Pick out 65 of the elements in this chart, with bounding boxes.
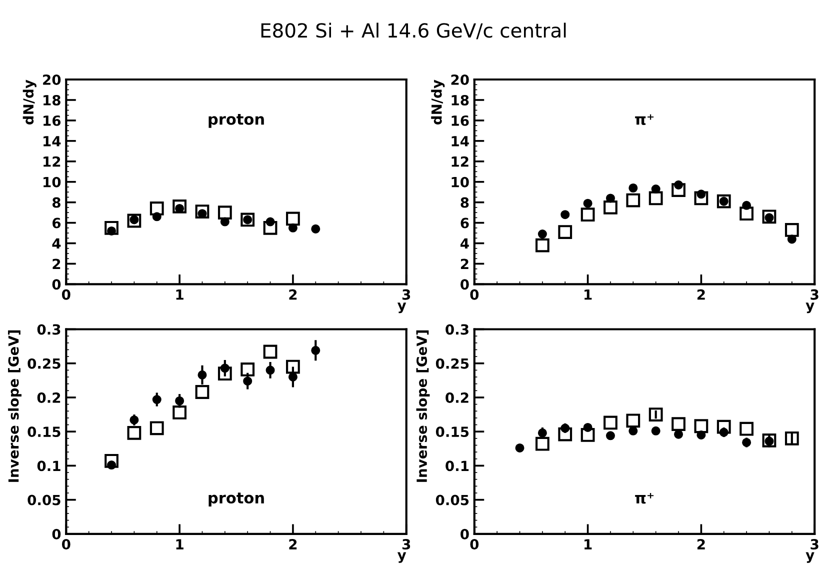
annotation: proton [208, 114, 264, 128]
x-tick-label: 1 [584, 289, 592, 300]
y-tick-label: 0 [52, 528, 61, 540]
x-tick-label: 3 [810, 539, 818, 550]
x-axis-title: y [806, 302, 814, 314]
x-tick-label: 0 [470, 289, 479, 300]
y-tick-label: 14 [44, 136, 61, 146]
y-tick-label: 2 [52, 258, 60, 270]
y-tick-label: 0.3 [446, 324, 468, 335]
y-tick-label: 0 [460, 279, 469, 290]
y-tick-label: 0 [460, 528, 469, 540]
y-tick-label: 0.25 [28, 358, 60, 369]
annotation: π⁺ [635, 114, 654, 125]
y-tick-label: 0.1 [37, 460, 60, 472]
y-tick-label: 0.05 [28, 494, 60, 506]
y-tick-label: 8 [52, 197, 60, 208]
x-tick-label: 1 [176, 539, 184, 550]
y-tick-label: 20 [451, 74, 469, 85]
x-tick-label: 2 [697, 539, 705, 550]
y-tick-label: 0.3 [37, 324, 60, 335]
y-tick-label: 0.2 [37, 392, 60, 403]
y-tick-label: 20 [43, 74, 61, 85]
x-axis-title: y [397, 302, 406, 314]
y-tick-label: 0.25 [436, 358, 469, 369]
y-axis-title: dN/dy [22, 80, 36, 125]
x-tick-label: 0 [470, 539, 479, 550]
x-tick-label: 0 [62, 539, 70, 550]
annotation: π⁺ [635, 492, 654, 504]
x-axis-title: y [397, 552, 406, 563]
y-tick-label: 18 [44, 94, 60, 106]
x-tick-label: 2 [289, 539, 297, 550]
chart-title: E802 Si + Al 14.6 GeV/c central [261, 22, 566, 40]
annotation: proton [208, 492, 264, 507]
y-tick-label: 0.15 [436, 426, 469, 438]
y-tick-label: 16 [452, 115, 469, 126]
y-tick-label: 4 [460, 238, 469, 249]
y-axis-title: Inverse slope [GeV] [8, 330, 22, 482]
y-axis-title: Inverse slope [GeV] [416, 330, 430, 482]
y-tick-label: 0 [52, 279, 61, 290]
y-axis-title: dN/dy [431, 80, 445, 125]
y-tick-label: 12 [44, 156, 60, 167]
y-tick-label: 18 [452, 94, 469, 106]
y-tick-label: 14 [452, 136, 469, 146]
x-tick-label: 3 [810, 289, 818, 300]
y-tick-label: 6 [460, 218, 469, 228]
x-tick-label: 3 [402, 289, 410, 300]
x-tick-label: 1 [176, 289, 184, 300]
y-tick-label: 0.1 [446, 460, 469, 472]
x-tick-label: 0 [62, 289, 70, 300]
y-tick-label: 6 [52, 218, 61, 228]
x-tick-label: 3 [402, 539, 410, 550]
y-tick-label: 10 [44, 176, 61, 188]
y-tick-label: 16 [44, 115, 61, 126]
y-tick-label: 10 [452, 176, 469, 188]
x-axis-title: y [806, 552, 814, 563]
y-tick-label: 2 [460, 258, 468, 270]
y-tick-label: 0.2 [446, 392, 468, 403]
x-tick-label: 1 [584, 539, 592, 550]
y-tick-label: 4 [52, 238, 61, 249]
x-tick-label: 2 [289, 289, 297, 300]
y-tick-label: 0.15 [28, 426, 60, 438]
y-tick-label: 0.05 [436, 494, 469, 506]
x-tick-label: 2 [697, 289, 705, 300]
y-tick-label: 8 [460, 197, 469, 208]
y-tick-label: 12 [452, 156, 468, 167]
